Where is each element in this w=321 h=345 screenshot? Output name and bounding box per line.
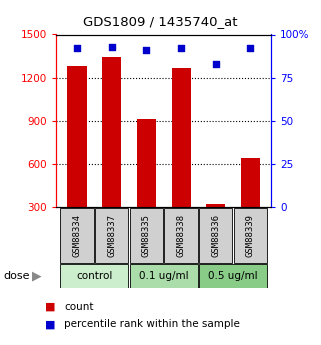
Text: GSM88335: GSM88335 xyxy=(142,214,151,257)
Point xyxy=(144,47,149,53)
Text: dose: dose xyxy=(3,271,30,281)
Text: GSM88336: GSM88336 xyxy=(211,214,220,257)
Text: GSM88337: GSM88337 xyxy=(107,214,116,257)
Text: GSM88339: GSM88339 xyxy=(246,214,255,257)
Bar xyxy=(171,68,191,207)
FancyBboxPatch shape xyxy=(130,208,163,263)
Text: GSM88338: GSM88338 xyxy=(177,214,186,257)
Text: percentile rank within the sample: percentile rank within the sample xyxy=(64,319,240,329)
Bar xyxy=(206,204,225,207)
Text: ▶: ▶ xyxy=(32,269,42,283)
Point xyxy=(178,46,184,51)
Text: count: count xyxy=(64,302,94,312)
FancyBboxPatch shape xyxy=(60,208,94,263)
Text: GSM88334: GSM88334 xyxy=(73,214,82,257)
Bar xyxy=(102,58,121,207)
Text: control: control xyxy=(76,271,113,281)
Bar xyxy=(241,158,260,207)
FancyBboxPatch shape xyxy=(164,208,198,263)
Text: 0.5 ug/ml: 0.5 ug/ml xyxy=(208,271,258,281)
Text: 0.1 ug/ml: 0.1 ug/ml xyxy=(139,271,188,281)
Point xyxy=(248,46,253,51)
Text: ■: ■ xyxy=(45,302,56,312)
Text: GDS1809 / 1435740_at: GDS1809 / 1435740_at xyxy=(83,16,238,29)
Point xyxy=(213,61,218,67)
Point xyxy=(74,46,80,51)
FancyBboxPatch shape xyxy=(95,208,128,263)
FancyBboxPatch shape xyxy=(130,264,198,288)
FancyBboxPatch shape xyxy=(199,264,267,288)
FancyBboxPatch shape xyxy=(60,264,128,288)
Bar xyxy=(137,119,156,207)
FancyBboxPatch shape xyxy=(234,208,267,263)
Text: ■: ■ xyxy=(45,319,56,329)
Bar xyxy=(67,66,87,207)
Point xyxy=(109,44,114,49)
FancyBboxPatch shape xyxy=(199,208,232,263)
